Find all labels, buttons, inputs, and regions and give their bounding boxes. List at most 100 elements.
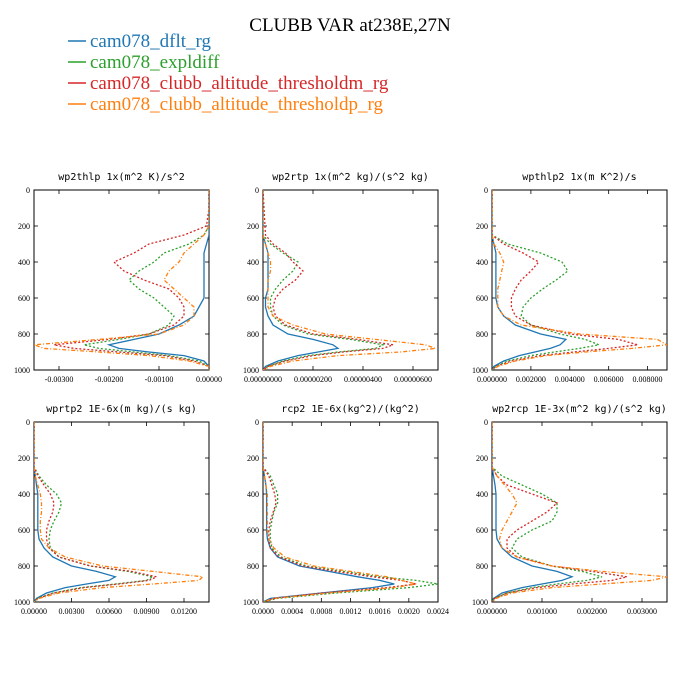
series-line-1 <box>34 422 117 602</box>
y-tick-label: 400 <box>247 490 259 499</box>
panels: wp2thlp 1x(m^2 K)/s^2 0 200 400 600 800 1000 -0… <box>14 172 668 616</box>
panel-title-2: wp2rtp 1x(m^2 kg)/(s^2 kg) <box>272 172 429 183</box>
series-line-4 <box>34 190 209 370</box>
y-tick-label: 1000 <box>243 366 259 375</box>
series-line-2 <box>492 190 602 370</box>
series-line-3 <box>53 190 209 370</box>
y-tick-label: 600 <box>476 526 488 535</box>
legend-label-3: cam078_clubb_altitude_thresholdp_rg <box>90 94 384 115</box>
y-tick-label: 600 <box>18 526 30 535</box>
panel-title-5: rcp2 1E-6x(kg^2)/(kg^2) <box>281 404 419 415</box>
x-tick-label: 0.000000 <box>477 607 507 616</box>
x-tick-label: 0.00600 <box>96 607 122 616</box>
y-tick-label: 200 <box>247 222 259 231</box>
panel-title-6: wp2rcp 1E-3x(m^2 kg)/(s^2 kg) <box>492 404 667 415</box>
series-line-1 <box>106 190 209 370</box>
x-tick-label: 0.008000 <box>633 375 663 384</box>
legend: cam078_dflt_rgcam078_expldiffcam078_club… <box>68 31 389 115</box>
legend-label-1: cam078_expldiff <box>90 52 220 73</box>
series-line-1 <box>263 190 340 370</box>
y-tick-label: 600 <box>247 526 259 535</box>
y-tick-label: 1000 <box>14 366 30 375</box>
x-tick-label: 0.0016 <box>369 607 391 616</box>
x-tick-label: 0.00000200 <box>294 375 332 384</box>
panel-2: wp2rtp 1x(m^2 kg)/(s^2 kg) 0 200 400 600 800 1… <box>243 172 439 384</box>
series-line-4 <box>492 190 667 370</box>
panel-3: wpthlp2 1x(m K^2)/s020040060080010000.00… <box>472 172 668 384</box>
x-tick-label: -0.00200 <box>95 375 124 384</box>
x-tick-label: 0.00000000 <box>244 375 282 384</box>
panel-title-3: wpthlp2 1x(m K^2)/s <box>522 172 636 183</box>
series-line-2 <box>83 190 209 370</box>
legend-label-2: cam078_clubb_altitude_thresholdm_rg <box>90 73 389 94</box>
y-tick-label: 600 <box>476 294 488 303</box>
y-tick-label: 1000 <box>243 598 259 607</box>
y-tick-label: 400 <box>476 490 488 499</box>
y-tick-label: 200 <box>247 454 259 463</box>
x-tick-label: 0.0012 <box>340 607 362 616</box>
y-tick-label: 400 <box>18 490 30 499</box>
series-line-3 <box>492 190 638 370</box>
y-tick-label: 800 <box>247 562 259 571</box>
y-tick-label: 800 <box>18 562 30 571</box>
plot-frame <box>491 189 668 371</box>
x-tick-label: 0.00900 <box>134 607 160 616</box>
x-tick-label: 0.002000 <box>516 375 546 384</box>
y-tick-label: 1000 <box>472 598 488 607</box>
y-tick-label: 800 <box>18 330 30 339</box>
y-tick-label: 200 <box>476 222 488 231</box>
y-tick-label: 200 <box>18 222 30 231</box>
series-line-2 <box>34 422 155 602</box>
y-tick-label: 0 <box>484 186 488 195</box>
series-line-2 <box>492 422 603 602</box>
series-line-3 <box>263 422 417 602</box>
y-tick-label: 400 <box>247 258 259 267</box>
x-tick-label: 0.0008 <box>310 607 332 616</box>
x-tick-label: 0.004000 <box>555 375 585 384</box>
y-tick-label: 400 <box>18 258 30 267</box>
x-tick-label: 0.00000 <box>196 375 222 384</box>
x-tick-label: 0.0004 <box>281 607 303 616</box>
series-line-4 <box>263 190 436 370</box>
y-tick-label: 1000 <box>14 598 30 607</box>
plot-frame <box>491 421 668 603</box>
x-tick-label: 0.002000 <box>577 607 607 616</box>
figure-title: CLUBB VAR at238E,27N <box>249 15 451 36</box>
x-tick-label: 0.00300 <box>59 607 85 616</box>
y-tick-label: 0 <box>26 186 30 195</box>
x-tick-label: 0.00000 <box>21 607 47 616</box>
plot-frame <box>33 421 210 603</box>
x-tick-label: 0.006000 <box>594 375 624 384</box>
legend-label-0: cam078_dflt_rg <box>90 31 212 52</box>
y-tick-label: 800 <box>247 330 259 339</box>
y-tick-label: 0 <box>255 186 259 195</box>
y-tick-label: 200 <box>18 454 30 463</box>
x-tick-label: 0.001000 <box>527 607 557 616</box>
y-tick-label: 0 <box>484 418 488 427</box>
panel-6: wp2rcp 1E-3x(m^2 kg)/(s^2 kg) 0 200 400 600 8… <box>472 404 668 616</box>
series-line-4 <box>263 422 417 602</box>
plot-frame <box>33 189 210 371</box>
y-tick-label: 0 <box>26 418 30 427</box>
series-line-3 <box>492 422 628 602</box>
x-tick-label: 0.01200 <box>171 607 197 616</box>
panel-1: wp2thlp 1x(m^2 K)/s^2 0 200 400 600 800 1000 -0… <box>14 172 222 384</box>
y-tick-label: 600 <box>18 294 30 303</box>
series-line-4 <box>492 422 667 602</box>
x-tick-label: 0.003000 <box>627 607 657 616</box>
x-tick-label: 0.0000 <box>252 607 274 616</box>
panel-4: wprtp2 1E-6x(m kg)/(s kg) 0 200 400 600 800 10… <box>14 404 210 616</box>
y-tick-label: 1000 <box>472 366 488 375</box>
plot-frame <box>262 189 439 371</box>
x-tick-label: 0.00000400 <box>344 375 382 384</box>
y-tick-label: 400 <box>476 258 488 267</box>
y-tick-label: 800 <box>476 562 488 571</box>
panel-title-4: wprtp2 1E-6x(m kg)/(s kg) <box>46 404 197 415</box>
series-line-4 <box>34 422 205 602</box>
y-tick-label: 0 <box>255 418 259 427</box>
y-tick-label: 600 <box>247 294 259 303</box>
x-tick-label: 0.0024 <box>427 607 449 616</box>
panel-title-1: wp2thlp 1x(m^2 K)/s^2 <box>58 172 184 183</box>
series-line-1 <box>492 190 568 370</box>
